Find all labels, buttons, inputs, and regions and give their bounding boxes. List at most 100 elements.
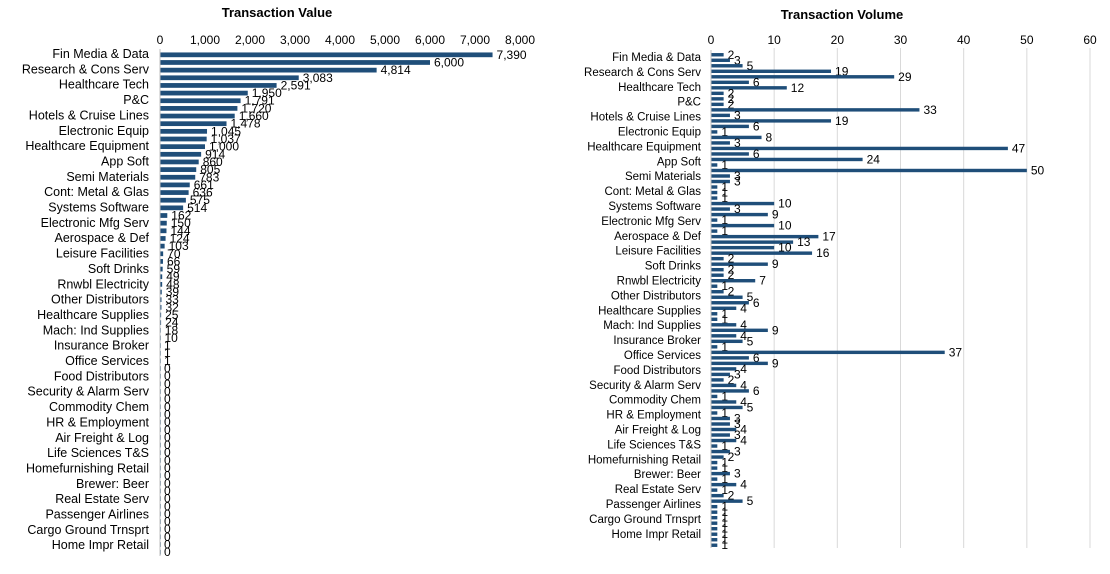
volume-x-tick-label: 50 [1020, 33, 1034, 47]
volume-bar [711, 389, 749, 393]
volume-bar [711, 295, 743, 299]
value-x-tick-label: 7,000 [460, 33, 490, 47]
volume-x-tick-label: 40 [957, 33, 971, 47]
volume-data-label: 3 [734, 169, 741, 183]
volume-data-label: 33 [923, 103, 937, 117]
value-data-label: 32 [165, 300, 179, 314]
volume-data-label: 50 [1031, 163, 1045, 177]
value-category-label: Life Sciences T&S [47, 446, 149, 460]
volume-bar [711, 267, 724, 272]
value-category-label: Real Estate Serv [55, 492, 150, 506]
volume-data-label: 3 [734, 175, 741, 189]
volume-bar [711, 284, 718, 288]
volume-bar [711, 460, 718, 465]
value-category-label: P&C [123, 93, 149, 107]
value-category-label: Electronic Equip [59, 124, 149, 138]
volume-data-label: 2 [728, 48, 735, 62]
volume-bar [711, 532, 718, 536]
volume-category-label: Healthcare Tech [618, 82, 701, 94]
value-data-label: 1 [164, 354, 171, 368]
volume-bar [711, 168, 1027, 173]
volume-bar [711, 86, 787, 90]
volume-data-label: 5 [747, 494, 754, 508]
volume-data-label: 6 [753, 119, 760, 133]
volume-data-label: 2 [728, 285, 735, 299]
volume-bar [711, 279, 756, 283]
volume-bar [711, 196, 718, 200]
volume-data-label: 10 [778, 241, 792, 255]
value-data-label: 0 [164, 400, 171, 414]
value-data-label: 6,000 [434, 55, 464, 69]
volume-data-label: 24 [867, 152, 881, 166]
value-category-label: Air Freight & Log [55, 431, 149, 445]
value-category-label: Healthcare Supplies [37, 308, 149, 322]
value-data-label: 49 [166, 270, 180, 284]
value-category-label: App Soft [101, 154, 149, 168]
value-data-label: 661 [194, 178, 214, 192]
volume-category-label: Home Impr Retail [612, 529, 701, 541]
volume-bar [711, 527, 718, 531]
volume-data-label: 9 [772, 208, 779, 222]
volume-bar [711, 240, 794, 244]
value-data-label: 0 [164, 377, 171, 391]
volume-bar [711, 69, 832, 73]
volume-data-label: 1 [721, 505, 728, 519]
value-data-label: 7,390 [497, 48, 527, 62]
value-category-label: Office Services [65, 354, 149, 368]
value-data-label: 1,037 [211, 132, 241, 146]
volume-data-label: 6 [753, 351, 760, 365]
volume-category-label: Security & Alarm Serv [589, 380, 701, 392]
volume-x-tick-label: 20 [831, 33, 845, 47]
volume-data-label: 2 [728, 489, 735, 503]
value-category-label: Home Impr Retail [52, 538, 149, 552]
volume-bar [711, 146, 1008, 151]
value-bar [160, 167, 197, 172]
volume-data-label: 1 [721, 439, 728, 453]
volume-bar [711, 234, 819, 239]
value-category-label: Leisure Facilities [56, 247, 149, 261]
volume-category-label: Homefurnishing Retail [588, 454, 701, 466]
volume-data-label: 16 [816, 246, 830, 260]
volume-bar [711, 367, 737, 371]
value-category-label: Cont: Metal & Glas [44, 185, 149, 199]
volume-bar [711, 438, 737, 443]
value-data-label: 0 [164, 438, 171, 452]
value-data-label: 150 [171, 216, 191, 230]
value-bar [160, 190, 189, 195]
value-bar [160, 144, 205, 150]
volume-data-label: 2 [728, 92, 735, 106]
volume-bar [711, 306, 737, 310]
volume-data-label: 3 [734, 467, 741, 481]
volume-data-label: 3 [734, 445, 741, 459]
volume-bar [711, 378, 724, 382]
value-data-label: 0 [164, 415, 171, 429]
volume-bar [711, 141, 730, 145]
volume-bar [711, 245, 775, 250]
value-bar [160, 136, 207, 142]
volume-bar [711, 515, 718, 520]
volume-bar [711, 350, 945, 355]
value-data-label: 24 [165, 316, 179, 330]
value-data-label: 860 [203, 155, 223, 169]
volume-bar [711, 212, 768, 217]
value-bar [160, 67, 377, 73]
value-data-label: 514 [187, 201, 207, 215]
value-category-label: Semi Materials [66, 170, 149, 184]
value-x-tick-label: 2,000 [235, 33, 265, 47]
value-data-label: 0 [164, 407, 171, 421]
value-data-label: 0 [164, 545, 171, 559]
volume-x-tick-label: 60 [1083, 33, 1097, 47]
volume-category-label: Passenger Airlines [606, 499, 701, 511]
value-bar [160, 243, 165, 249]
volume-category-label: Commodity Chem [609, 395, 701, 407]
value-data-label: 0 [164, 515, 171, 529]
volume-data-label: 5 [747, 334, 754, 348]
volume-data-label: 6 [753, 75, 760, 89]
volume-bar [711, 383, 737, 388]
volume-data-label: 1 [721, 389, 728, 403]
volume-bar [711, 521, 718, 525]
volume-bar [711, 356, 749, 360]
value-data-label: 25 [165, 308, 179, 322]
volume-data-label: 1 [721, 213, 728, 227]
volume-category-label: App Soft [657, 156, 702, 168]
